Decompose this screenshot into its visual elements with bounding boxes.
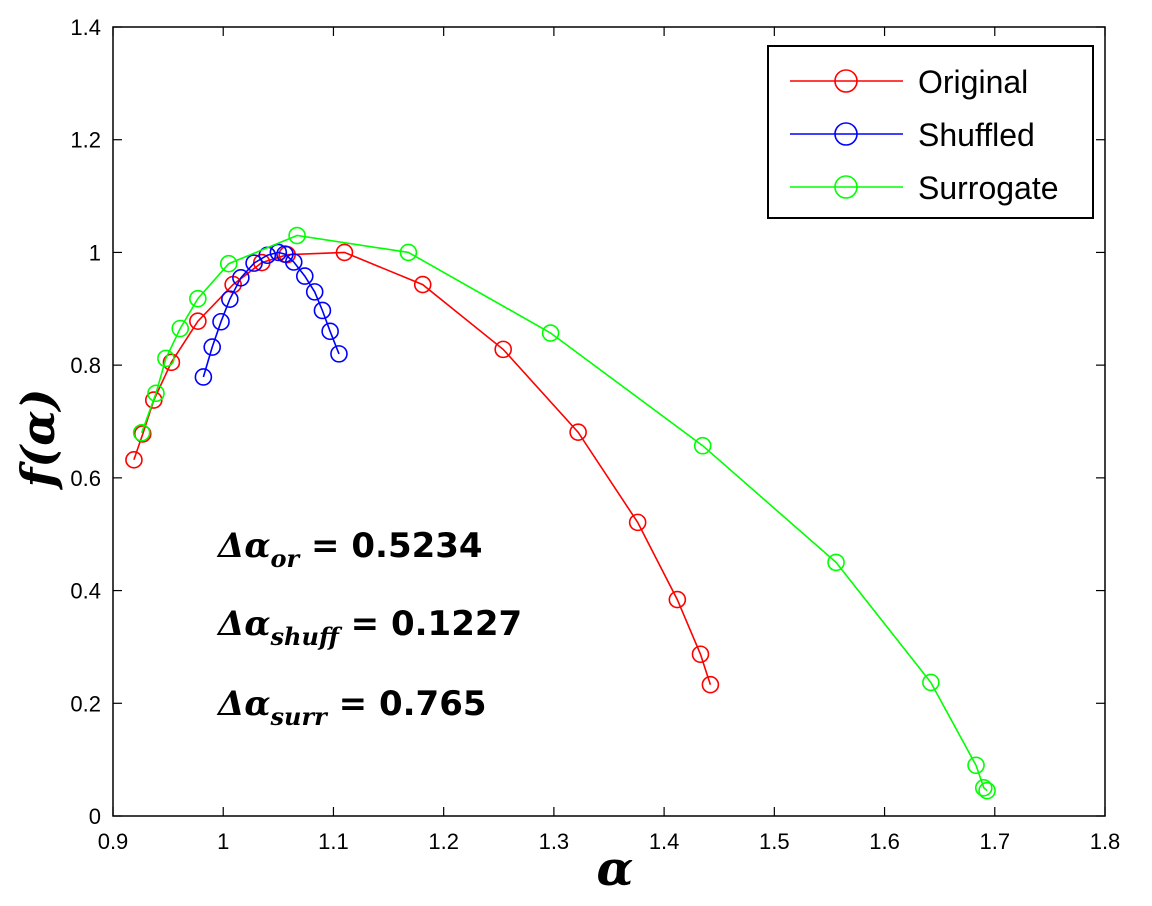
annotation-subscript: or (270, 544, 300, 573)
legend-marker-surrogate (834, 175, 858, 199)
series-line-surrogate (140, 234, 988, 792)
data-point-original (494, 340, 512, 359)
legend-box (767, 45, 1094, 219)
data-point-original (335, 243, 354, 262)
data-point-shuffled (313, 301, 332, 320)
x-tick-label: 1.3 (539, 829, 570, 854)
x-tick-label: 1.5 (759, 829, 790, 854)
data-point-shuffled (269, 243, 288, 262)
legend-label-original: Original (918, 64, 1028, 100)
legend: Original Shuffled Surrogate (767, 45, 1094, 219)
data-point-surrogate (922, 673, 940, 692)
data-point-shuffled (221, 290, 239, 309)
data-point-surrogate (974, 779, 993, 797)
data-point-original (628, 513, 647, 532)
data-point-shuffled (245, 254, 263, 272)
annotation-symbol: Δα (218, 684, 271, 724)
data-point-surrogate (288, 226, 306, 245)
x-tick-label: 1.2 (428, 829, 459, 854)
legend-label-surrogate: Surrogate (918, 170, 1059, 206)
x-tick-label: 1.6 (869, 829, 900, 854)
annotation-value: = 0.5234 (299, 526, 483, 566)
legend-marker-original (834, 69, 858, 93)
data-point-shuffled (305, 283, 324, 301)
data-point-shuffled (203, 338, 221, 356)
data-point-surrogate (827, 553, 845, 572)
data-point-surrogate (967, 756, 985, 775)
annotation-delta-shuff: Δαshuff = 0.1227 (218, 604, 522, 651)
annotation-symbol: Δα (218, 526, 271, 566)
data-point-original (144, 391, 163, 409)
x-axis-label: α (597, 841, 634, 897)
data-point-shuffled (212, 312, 230, 331)
data-point-surrogate (541, 324, 560, 342)
x-tick-label: 1 (217, 829, 229, 854)
data-point-original (569, 423, 587, 442)
x-tick-label: 1.4 (649, 829, 680, 854)
annotation-value: = 0.1227 (338, 604, 523, 644)
data-point-original (668, 590, 687, 609)
data-point-surrogate (978, 781, 996, 800)
data-point-original (413, 275, 432, 294)
data-point-shuffled (321, 322, 339, 341)
annotation-value: = 0.765 (326, 684, 487, 724)
y-tick-label: 0.2 (70, 691, 101, 716)
data-point-shuffled (295, 267, 314, 285)
data-point-surrogate (399, 243, 418, 262)
series-group (125, 226, 996, 800)
data-point-original (189, 312, 207, 330)
annotation-delta-or: Δαor = 0.5234 (218, 526, 483, 573)
annotation-subscript: surr (270, 702, 327, 731)
annotation-symbol: Δα (218, 604, 271, 644)
data-point-original (691, 645, 710, 664)
x-tick-label: 1.8 (1090, 829, 1121, 854)
x-tick-label: 1.7 (979, 829, 1010, 854)
data-point-surrogate (693, 436, 712, 455)
y-tick-label: 0.6 (70, 466, 101, 491)
data-point-surrogate (219, 254, 238, 273)
x-tick-label: 1.1 (318, 829, 349, 854)
data-point-shuffled (284, 253, 303, 271)
data-point-surrogate (147, 384, 165, 403)
x-tick-label: 0.9 (98, 829, 129, 854)
data-point-original (701, 675, 720, 694)
y-tick-label: 1 (89, 240, 101, 265)
data-point-original (133, 425, 152, 443)
annotation-delta-surr: Δαsurr = 0.765 (218, 684, 487, 731)
legend-label-shuffled: Shuffled (918, 117, 1035, 153)
data-point-shuffled (194, 368, 213, 386)
data-point-shuffled (232, 268, 250, 287)
data-point-original (125, 451, 143, 469)
data-point-surrogate (171, 319, 190, 338)
y-tick-label: 1.2 (70, 128, 101, 153)
data-point-surrogate (157, 349, 175, 368)
data-point-surrogate (189, 289, 207, 308)
y-tick-label: 0.4 (70, 579, 101, 604)
y-tick-label: 0.8 (70, 353, 101, 378)
y-tick-label: 0 (89, 804, 101, 829)
legend-marker-shuffled (834, 122, 858, 146)
data-point-shuffled (330, 345, 348, 363)
y-tick-label: 1.4 (70, 15, 101, 40)
series-line-original (133, 251, 712, 685)
y-axis-label: f(α) (11, 389, 65, 491)
annotation-subscript: shuff (270, 622, 339, 651)
axis-ticks: 0.9 1 1.1 1.2 1.3 1.4 1.5 1.6 1.7 1.8 0 0.2 0.4 0.6 0.… (70, 15, 1120, 854)
data-point-surrogate (132, 423, 151, 442)
data-point-original (162, 353, 181, 372)
